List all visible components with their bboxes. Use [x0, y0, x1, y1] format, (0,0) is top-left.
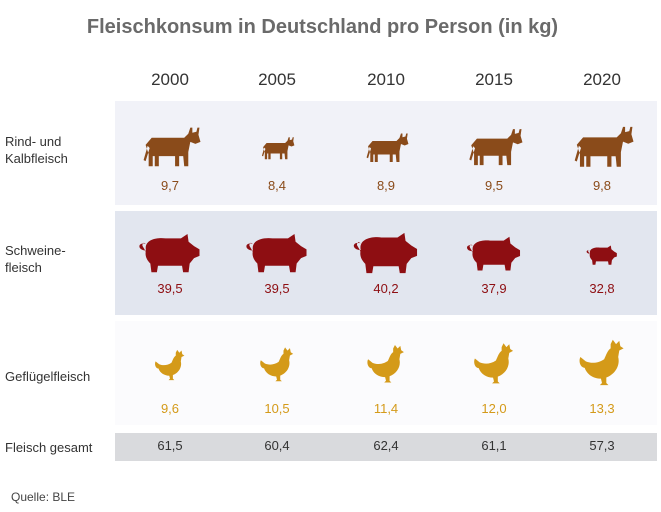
source-note: Quelle: BLE: [11, 490, 76, 504]
row-label-beef: Rind- und Kalbfleisch: [5, 133, 68, 167]
cell-beef-2015: 9,5: [439, 101, 549, 205]
row-label-pork: Schweine-fleisch: [5, 242, 66, 276]
value-label: 40,2: [373, 281, 399, 296]
value-label: 9,8: [592, 178, 612, 193]
row-label-line: Fleisch gesamt: [5, 440, 93, 455]
cow-icon: [574, 126, 634, 167]
year-header-2015: 2015: [475, 70, 513, 89]
pig-icon: [353, 232, 418, 274]
row-label-line: Schweine-: [5, 243, 66, 258]
chart-title: Fleischkonsum in Deutschland pro Person …: [86, 16, 559, 38]
year-header-2010: 2010: [367, 70, 405, 89]
cell-beef-2010: 8,9: [331, 101, 441, 205]
value-label: 11,4: [373, 401, 399, 416]
cell-beef-2005: 8,4: [222, 101, 332, 205]
value-label: 8,4: [267, 178, 287, 193]
chicken-icon: [579, 339, 624, 386]
cow-icon: [261, 137, 295, 160]
chicken-icon: [155, 349, 185, 381]
cell-poultry-2020: 13,3: [547, 321, 657, 425]
cell-pork-2015: 37,9: [439, 211, 549, 315]
value-label: 39,5: [157, 281, 183, 296]
cell-poultry-2015: 12,0: [439, 321, 549, 425]
value-label: 37,9: [481, 281, 507, 296]
cell-poultry-2005: 10,5: [222, 321, 332, 425]
value-label: 32,8: [589, 281, 615, 296]
pig-icon: [467, 236, 521, 271]
pig-icon: [139, 234, 200, 273]
row-label-line: Rind- und: [5, 134, 62, 149]
cell-pork-2010: 40,2: [331, 211, 441, 315]
value-label: 12,0: [481, 401, 507, 416]
cell-poultry-2010: 11,4: [331, 321, 441, 425]
pig-icon: [246, 234, 307, 273]
value-label: 8,9: [376, 178, 396, 193]
value-label: 13,3: [589, 401, 615, 416]
year-header-2005: 2005: [258, 70, 296, 89]
total-value-label: 57,3: [589, 438, 615, 453]
value-label: 10,5: [264, 401, 290, 416]
chicken-icon: [474, 343, 514, 384]
cow-icon: [143, 127, 201, 167]
year-header-2000: 2000: [151, 70, 189, 89]
cell-beef-2000: 9,7: [115, 101, 225, 205]
cell-pork-2020: 32,8: [547, 211, 657, 315]
cell-total-2005: 60,4: [222, 433, 332, 461]
value-label: 9,7: [160, 178, 180, 193]
total-value-label: 60,4: [264, 438, 290, 453]
value-label: 9,6: [160, 401, 180, 416]
chicken-icon: [260, 347, 294, 382]
total-value-label: 61,1: [481, 438, 507, 453]
row-label-poultry: Geflügelfleisch: [5, 368, 90, 385]
total-value-label: 61,5: [157, 438, 183, 453]
row-label-total: Fleisch gesamt: [5, 439, 92, 456]
cell-total-2015: 61,1: [439, 433, 549, 461]
pig-icon: [586, 245, 617, 265]
value-label: 9,5: [484, 178, 504, 193]
value-label: 39,5: [264, 281, 290, 296]
cell-total-2020: 57,3: [547, 433, 657, 461]
cell-total-2000: 61,5: [115, 433, 225, 461]
cell-beef-2020: 9,8: [547, 101, 657, 205]
cell-pork-2005: 39,5: [222, 211, 332, 315]
cell-pork-2000: 39,5: [115, 211, 225, 315]
row-label-line: Kalbfleisch: [5, 151, 68, 166]
cell-total-2010: 62,4: [331, 433, 441, 461]
cow-icon: [366, 133, 409, 162]
cow-icon: [469, 129, 523, 166]
row-label-line: fleisch: [5, 260, 42, 275]
row-label-line: Geflügelfleisch: [5, 369, 91, 384]
chicken-icon: [367, 344, 404, 383]
cell-poultry-2000: 9,6: [115, 321, 225, 425]
total-value-label: 62,4: [373, 438, 399, 453]
year-header-2020: 2020: [583, 70, 621, 89]
